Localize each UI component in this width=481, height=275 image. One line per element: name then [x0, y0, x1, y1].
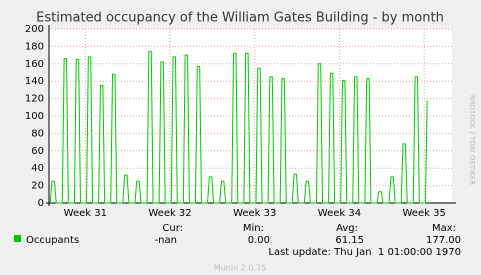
y-tick-label: 20	[31, 181, 44, 192]
chart-title: Estimated occupancy of the William Gates…	[36, 11, 444, 26]
y-tick-label: 80	[31, 128, 44, 139]
x-tick-label: Week 32	[148, 208, 191, 219]
legend-swatch	[14, 235, 21, 242]
stat-value: 177.00	[426, 235, 461, 246]
stat-label: Cur:	[162, 223, 183, 234]
y-tick-label: 160	[25, 59, 44, 70]
y-tick-label: 0	[38, 198, 44, 209]
y-tick-label: 180	[25, 41, 44, 52]
stat-value: 61.15	[335, 235, 364, 246]
x-tick-label: Week 31	[64, 208, 107, 219]
y-tick-label: 40	[31, 163, 44, 174]
y-tick-label: 200	[25, 24, 44, 35]
y-tick-label: 100	[25, 111, 44, 122]
x-tick-label: Week 33	[233, 208, 276, 219]
last-update: Last update: Thu Jan 1 01:00:00 1970	[268, 247, 461, 258]
y-tick-label: 140	[25, 76, 44, 87]
y-tick-label: 60	[31, 146, 44, 157]
stat-value: 0.00	[248, 235, 270, 246]
x-tick-label: Week 35	[403, 208, 446, 219]
line	[49, 51, 428, 204]
legend-label: Occupants	[26, 235, 79, 246]
stat-label: Avg:	[336, 223, 358, 234]
side-label: RRDTOOL / TOBI OETIKER	[468, 95, 476, 185]
y-tick-label: 120	[25, 94, 44, 105]
stat-label: Max:	[432, 223, 456, 234]
footer: Munin 2.0.75	[214, 264, 266, 273]
stat-label: Min:	[243, 223, 264, 234]
x-tick-label: Week 34	[318, 208, 361, 219]
stat-value: -nan	[155, 235, 177, 246]
